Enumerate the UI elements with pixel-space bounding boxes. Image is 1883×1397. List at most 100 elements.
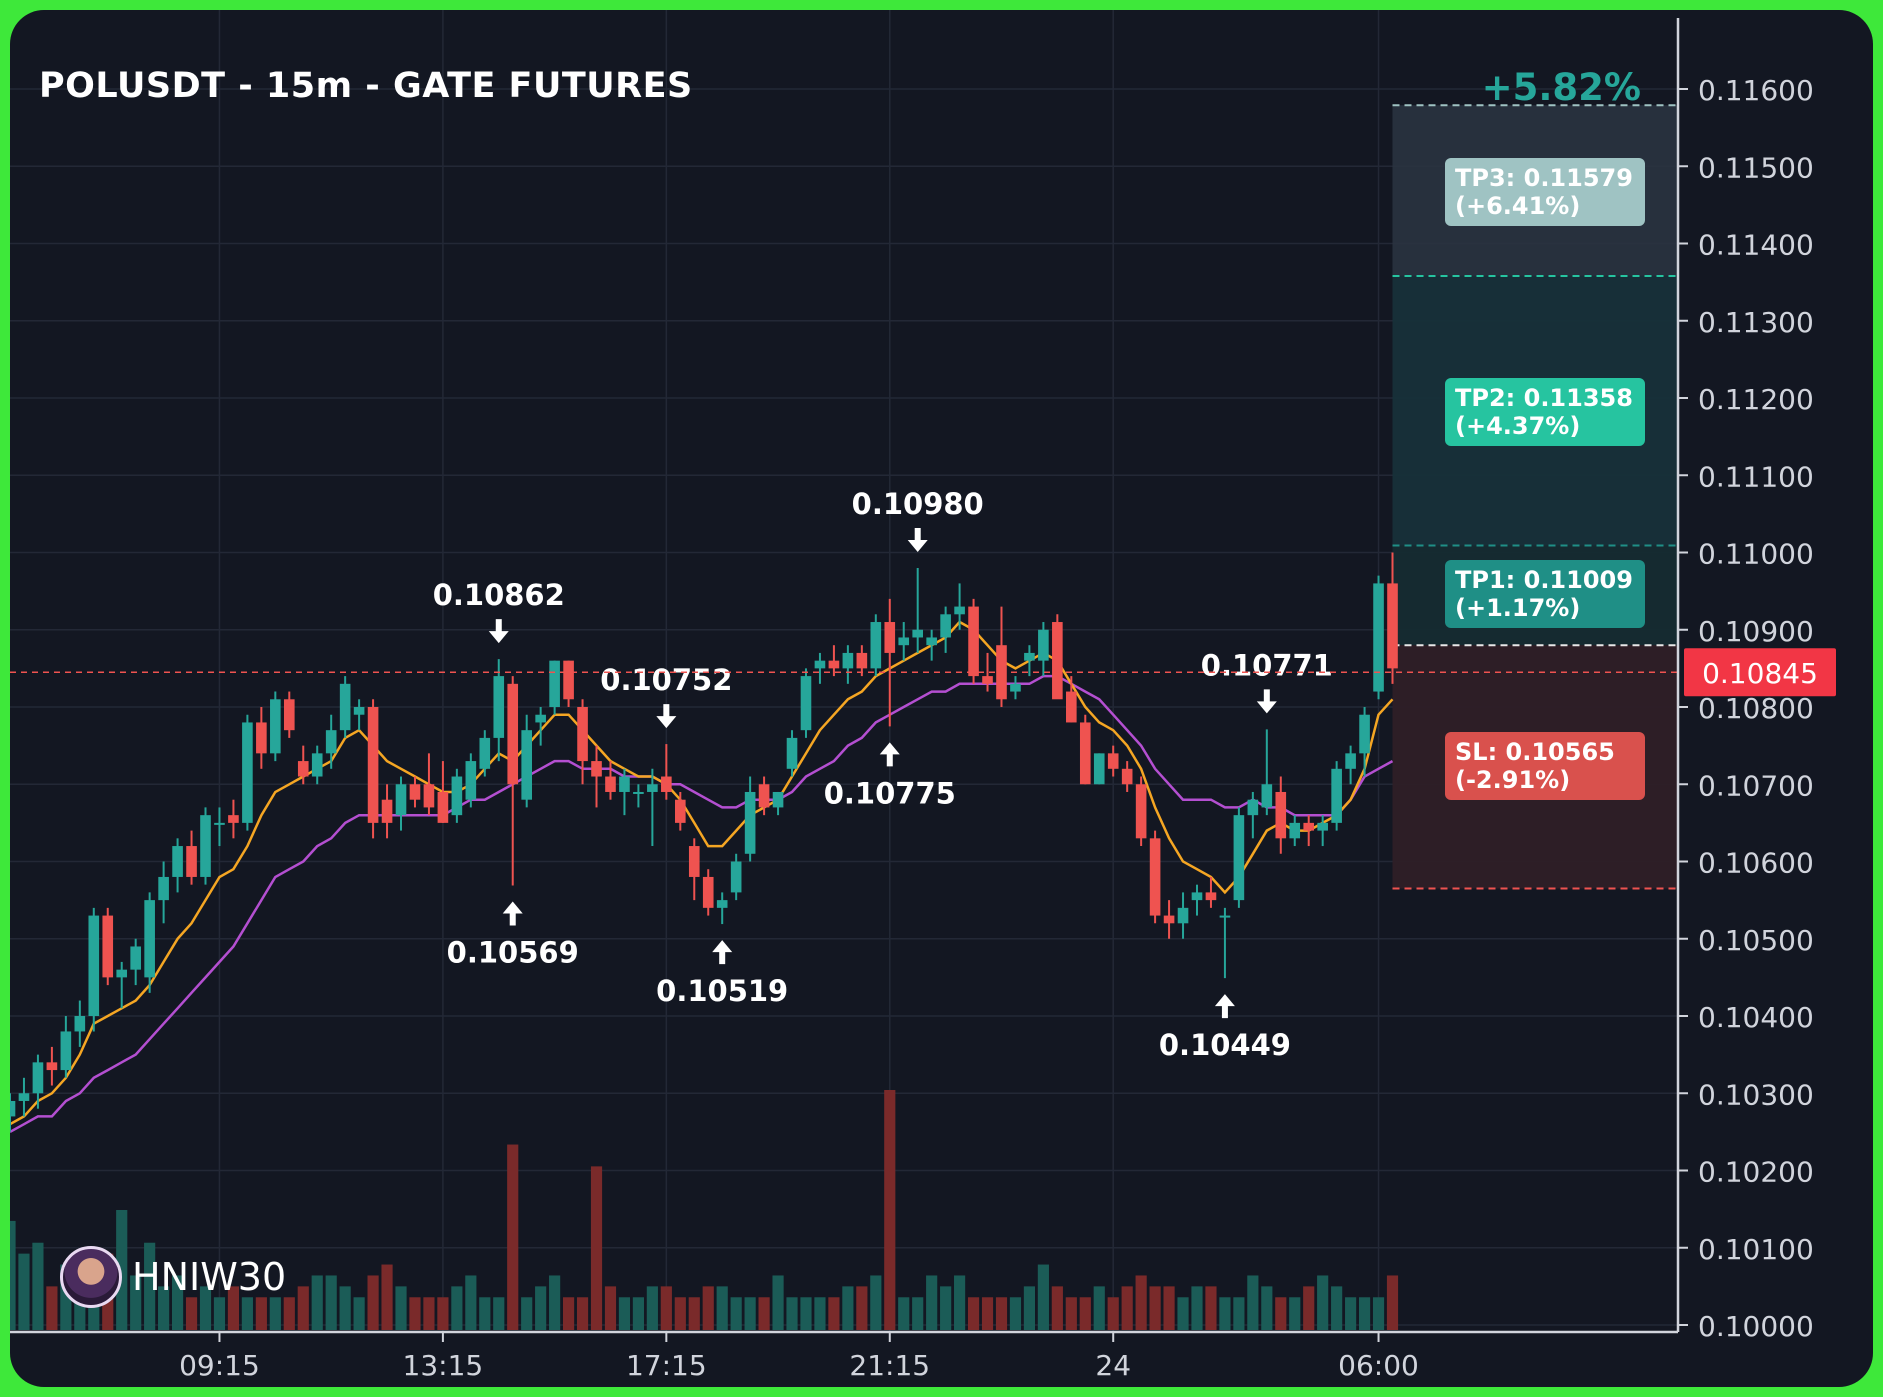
volume-bar	[46, 1286, 58, 1330]
candle-body	[88, 915, 100, 1016]
swing-high-label: 0.10752	[600, 663, 732, 697]
y-tick-label: 0.11400	[1698, 229, 1814, 262]
candle-body	[870, 622, 882, 669]
volume-bar	[1107, 1297, 1119, 1330]
candle-body	[1303, 822, 1315, 831]
volume-bar	[325, 1275, 337, 1330]
volume-bar	[353, 1297, 365, 1330]
volume-bar	[1135, 1275, 1147, 1330]
volume-bar	[926, 1275, 938, 1330]
candle-body	[856, 652, 868, 669]
x-tick-label: 21:15	[849, 1349, 930, 1382]
candle-body	[884, 622, 896, 653]
candle-body	[702, 876, 714, 908]
volume-bar	[1079, 1297, 1091, 1330]
volume-bar	[269, 1297, 281, 1330]
candle-body	[1205, 892, 1217, 901]
tp1-label-box	[1445, 560, 1645, 628]
candle-body	[451, 776, 463, 816]
volume-bar	[465, 1275, 477, 1330]
price-chart[interactable]: 0.10862 0.10569 0.10752 0.10519 0.10980 0.107…	[10, 10, 1873, 1387]
candle-body	[200, 815, 211, 877]
candle-body	[940, 614, 951, 638]
y-tick-label: 0.10700	[1698, 769, 1814, 802]
arrow-down-icon	[488, 619, 509, 644]
volume-bar	[1303, 1286, 1315, 1330]
swing-low-label: 0.10449	[1159, 1028, 1291, 1062]
volume-bar	[1358, 1297, 1371, 1330]
candle-body	[1010, 683, 1021, 692]
volume-bar	[74, 1297, 86, 1330]
volume-bar	[967, 1297, 980, 1330]
arrow-down-icon	[907, 527, 928, 552]
candle-body	[521, 730, 532, 800]
volume-bar	[730, 1297, 742, 1330]
volume-bar	[507, 1144, 519, 1330]
swing-low-label: 0.10519	[656, 974, 788, 1008]
candle-body	[912, 629, 924, 638]
x-tick-label: 09:15	[179, 1349, 260, 1382]
current-price-label: 0.10845	[1702, 657, 1818, 690]
volume-bar	[772, 1275, 784, 1330]
candle-body	[1331, 768, 1342, 823]
sl-label-box	[1445, 732, 1645, 800]
arrow-up-icon	[712, 940, 733, 965]
candle-body	[1247, 799, 1259, 816]
volume-bar	[702, 1286, 714, 1330]
candle-body	[214, 822, 225, 825]
volume-bar	[1009, 1297, 1022, 1330]
candle-body	[1387, 583, 1398, 669]
volume-bar	[744, 1297, 756, 1330]
arrow-up-icon	[502, 901, 523, 926]
candle-body	[172, 846, 183, 877]
swing-high-label: 0.10980	[852, 487, 984, 521]
volume-bar	[130, 1275, 142, 1330]
candle-body	[228, 815, 239, 823]
sl-label-price: SL: 0.10565	[1455, 738, 1615, 766]
candle-body	[1038, 629, 1049, 661]
volume-bar	[381, 1264, 393, 1330]
arrow-down-icon	[1256, 689, 1277, 714]
volume-bar	[590, 1166, 603, 1330]
candle-body	[730, 861, 742, 893]
candle-body	[10, 1100, 16, 1117]
candle-body	[591, 761, 602, 777]
candle-body	[633, 791, 644, 794]
volume-bar	[814, 1297, 826, 1330]
volume-bar	[1372, 1297, 1385, 1330]
candle-body	[32, 1062, 44, 1094]
candle-body	[1024, 652, 1035, 661]
candle-body	[311, 753, 323, 777]
ema-slow-line	[10, 674, 1394, 1133]
chart-title: POLUSDT - 15m - GATE FUTURES	[39, 66, 693, 106]
volume-bar	[283, 1297, 295, 1330]
ema-lines	[10, 620, 1394, 1133]
candle-body	[758, 784, 770, 808]
volume-bar	[786, 1297, 798, 1330]
candle-body	[688, 846, 700, 877]
candle-body	[1345, 753, 1356, 769]
arrow-up-icon	[879, 742, 900, 767]
candle-body	[1066, 691, 1077, 723]
volume-bar	[1275, 1297, 1287, 1330]
candle-body	[46, 1062, 58, 1071]
volume-bar	[535, 1286, 547, 1330]
volume-bar	[1205, 1286, 1217, 1330]
candle-body	[395, 784, 407, 816]
candle-body	[563, 660, 574, 700]
candle-body	[437, 791, 449, 823]
brand-badge: HNIW30	[60, 1246, 286, 1308]
volume-bar	[1317, 1275, 1329, 1330]
candle-body	[842, 652, 854, 669]
volume-bar	[716, 1286, 728, 1330]
y-tick-label: 0.10200	[1698, 1156, 1814, 1189]
volume-bar	[311, 1275, 323, 1330]
candle-body	[465, 761, 477, 800]
candle-body	[828, 660, 840, 669]
candle-body	[256, 722, 267, 754]
candle-body	[242, 722, 253, 823]
avatar-icon	[60, 1246, 122, 1308]
sl-label-pct: (-2.91%)	[1455, 766, 1570, 794]
y-tick-label: 0.11100	[1698, 460, 1814, 493]
volume-bar	[688, 1297, 700, 1330]
